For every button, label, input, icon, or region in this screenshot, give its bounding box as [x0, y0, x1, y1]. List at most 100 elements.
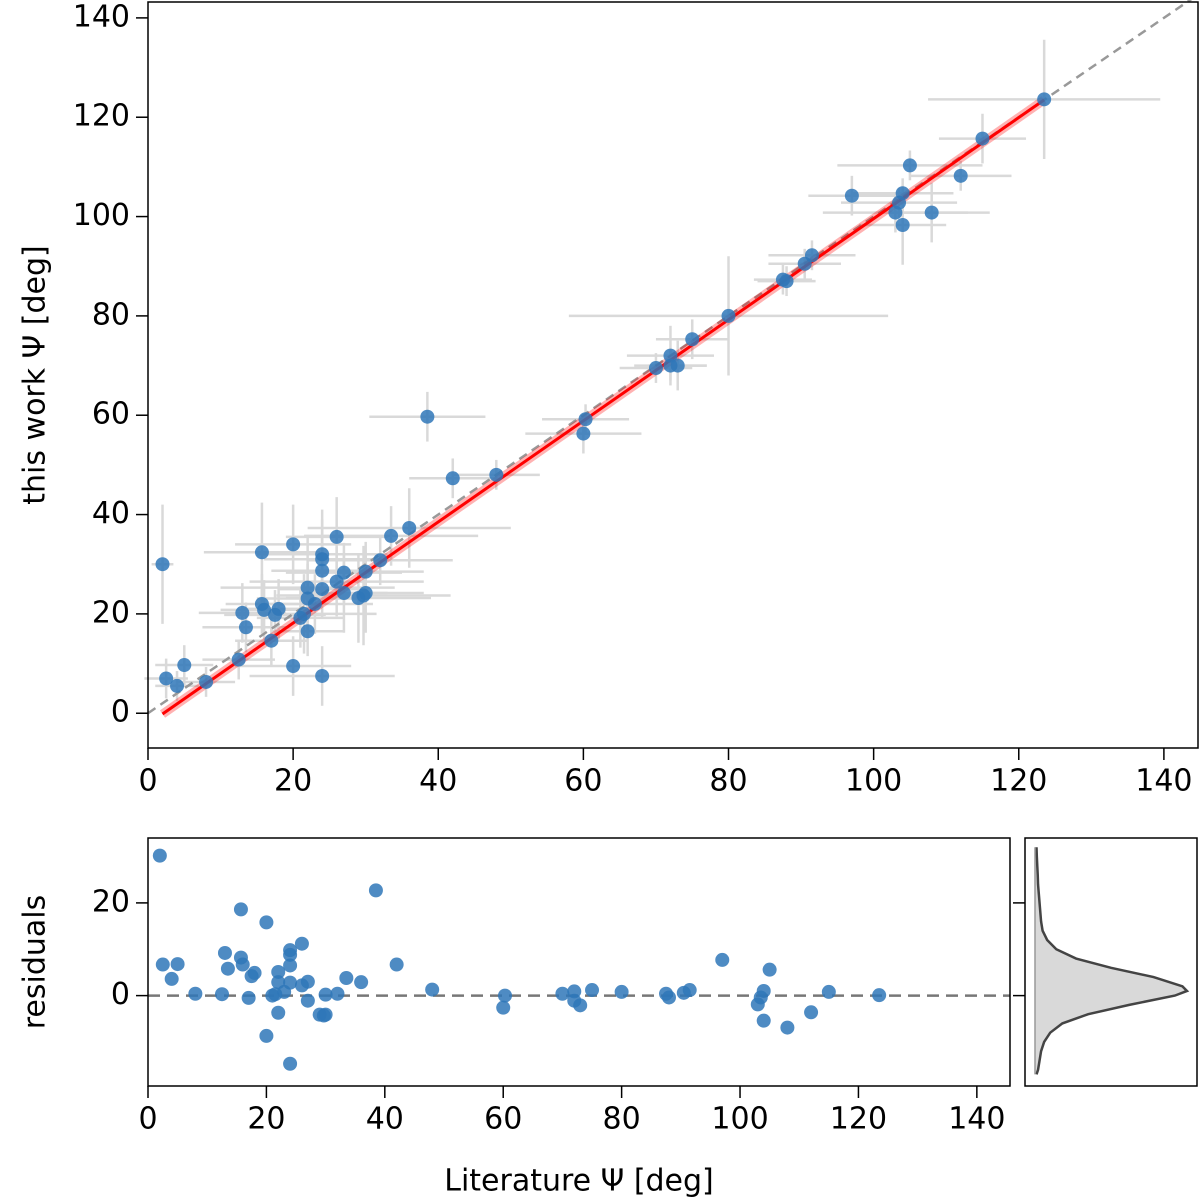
point: [354, 975, 369, 990]
point: [254, 545, 269, 560]
point: [307, 596, 322, 611]
point: [779, 274, 794, 289]
plot-frame: [147, 1, 1199, 749]
point: [975, 131, 990, 146]
point: [271, 964, 286, 979]
point: [573, 998, 588, 1013]
point: [283, 958, 298, 973]
y-tick-label: 120: [73, 99, 130, 134]
point: [762, 962, 777, 977]
x-tick-label: 0: [138, 1102, 157, 1137]
point: [358, 564, 373, 579]
point: [233, 902, 248, 917]
point: [648, 361, 663, 376]
y-tick-label: 140: [73, 0, 130, 34]
point: [445, 471, 460, 486]
point: [576, 426, 591, 441]
point: [286, 659, 301, 674]
point: [420, 409, 435, 424]
x-tick-label: 60: [484, 1102, 522, 1137]
point: [339, 970, 354, 985]
point: [844, 188, 859, 203]
x-tick-label: 20: [247, 1102, 285, 1137]
point: [318, 1007, 333, 1022]
point: [283, 975, 298, 990]
y-tick-label: 60: [92, 397, 130, 432]
y-tick-label: 0: [111, 977, 130, 1012]
point: [259, 1028, 274, 1043]
y-axis-label: residuals: [18, 895, 53, 1030]
point: [895, 186, 910, 201]
point: [164, 971, 179, 986]
point: [217, 945, 232, 960]
point: [358, 586, 373, 601]
point: [318, 987, 333, 1002]
point: [231, 652, 246, 667]
point: [661, 990, 676, 1005]
y-tick-label: 100: [73, 198, 130, 233]
x-tick-label: 40: [419, 764, 457, 799]
point: [555, 986, 570, 1001]
point: [188, 986, 203, 1001]
point: [177, 658, 192, 673]
point: [297, 606, 312, 621]
point: [215, 987, 230, 1002]
x-tick-label: 60: [564, 764, 602, 799]
point: [821, 984, 836, 999]
point: [170, 957, 185, 972]
point: [614, 984, 629, 999]
point: [315, 563, 330, 578]
point: [336, 586, 351, 601]
point: [199, 674, 214, 689]
point: [170, 678, 185, 693]
point: [496, 1000, 511, 1015]
point: [368, 883, 383, 898]
point: [300, 624, 315, 639]
x-tick-label: 80: [709, 764, 747, 799]
point: [235, 605, 250, 620]
point: [286, 537, 301, 552]
point: [682, 983, 697, 998]
point: [721, 308, 736, 323]
x-tick-label: 120: [990, 764, 1047, 799]
point: [670, 358, 685, 373]
point: [872, 988, 887, 1003]
x-tick-label: 120: [830, 1102, 887, 1137]
point: [238, 620, 253, 635]
y-tick-label: 40: [92, 496, 130, 531]
y-tick-label: 80: [92, 297, 130, 332]
kde-fill: [1035, 847, 1187, 1075]
point: [804, 1005, 819, 1020]
x-tick-label: 100: [711, 1102, 768, 1137]
point: [384, 528, 399, 543]
x-tick-label: 140: [1135, 764, 1192, 799]
point: [155, 557, 170, 572]
x-tick-label: 0: [138, 764, 157, 799]
point: [756, 1013, 771, 1028]
point: [300, 974, 315, 989]
point: [1037, 92, 1052, 107]
point: [780, 1020, 795, 1035]
point: [235, 957, 250, 972]
x-tick-label: 100: [845, 764, 902, 799]
plot-frame: [147, 837, 1011, 1087]
point: [902, 158, 917, 173]
point: [715, 952, 730, 967]
point: [155, 957, 170, 972]
point: [425, 982, 440, 997]
point: [497, 988, 512, 1003]
point: [895, 218, 910, 233]
point: [336, 565, 351, 580]
point: [373, 553, 388, 568]
point: [685, 332, 700, 347]
point: [283, 947, 298, 962]
point: [329, 529, 344, 544]
x-tick-label: 140: [948, 1102, 1005, 1137]
point: [264, 633, 279, 648]
point: [402, 520, 417, 535]
y-tick-label: 0: [111, 695, 130, 730]
point: [300, 993, 315, 1008]
point: [315, 668, 330, 683]
point: [315, 582, 330, 597]
